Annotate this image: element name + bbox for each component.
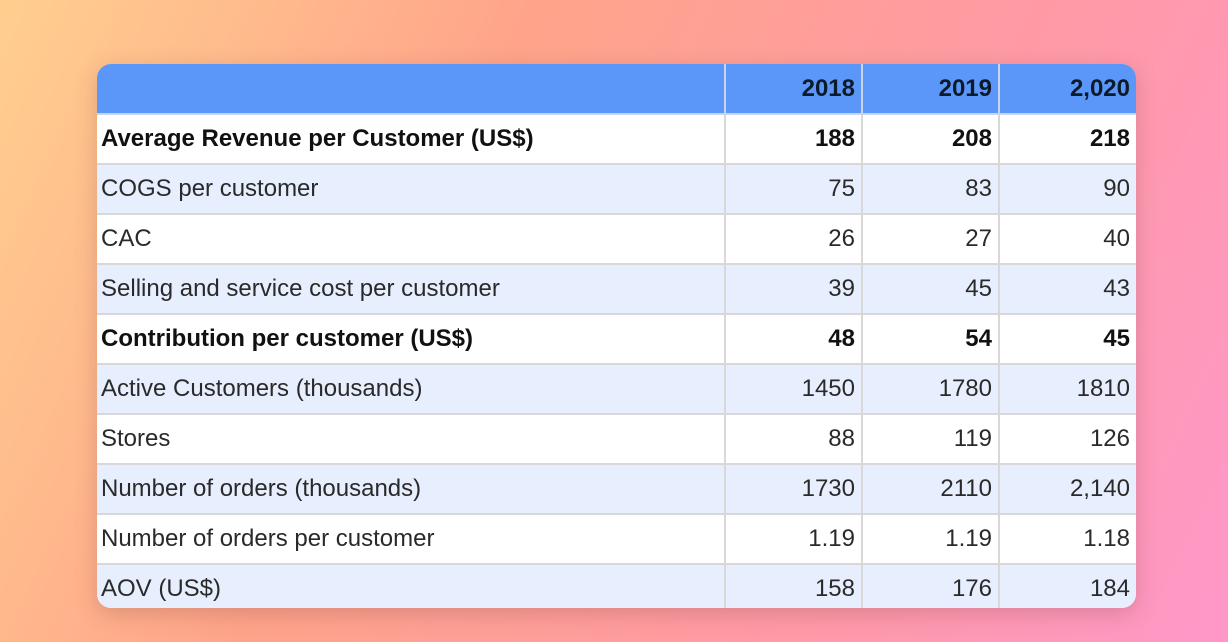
header-cell-2019: 2019 — [862, 64, 1000, 115]
cell-value: 88 — [725, 414, 863, 465]
header-cell-2020: 2,020 — [999, 64, 1136, 115]
cell-value: 158 — [725, 564, 863, 608]
row-label: CAC — [97, 214, 726, 265]
table-row: Contribution per customer (US$) 48 54 45 — [97, 314, 1136, 365]
table-row: COGS per customer 75 83 90 — [97, 164, 1136, 215]
cell-value: 90 — [999, 164, 1136, 215]
row-label: COGS per customer — [97, 164, 726, 215]
row-label: Selling and service cost per customer — [97, 264, 726, 315]
cell-value: 2110 — [862, 464, 1000, 515]
row-label: Contribution per customer (US$) — [97, 314, 726, 365]
cell-value: 188 — [725, 114, 863, 165]
cell-value: 119 — [862, 414, 1000, 465]
table-row: Selling and service cost per customer 39… — [97, 264, 1136, 315]
row-label: Active Customers (thousands) — [97, 364, 726, 415]
cell-value: 1810 — [999, 364, 1136, 415]
header-cell-2018: 2018 — [725, 64, 863, 115]
table-row: Active Customers (thousands) 1450 1780 1… — [97, 364, 1136, 415]
cell-value: 218 — [999, 114, 1136, 165]
cell-value: 1.19 — [725, 514, 863, 565]
cell-value: 208 — [862, 114, 1000, 165]
row-label: Stores — [97, 414, 726, 465]
table-row: Number of orders per customer 1.19 1.19 … — [97, 514, 1136, 565]
cell-value: 1780 — [862, 364, 1000, 415]
cell-value: 75 — [725, 164, 863, 215]
table-row: CAC 26 27 40 — [97, 214, 1136, 265]
cell-value: 1450 — [725, 364, 863, 415]
table-row: Average Revenue per Customer (US$) 188 2… — [97, 114, 1136, 165]
row-label: Average Revenue per Customer (US$) — [97, 114, 726, 165]
cell-value: 43 — [999, 264, 1136, 315]
cell-value: 1730 — [725, 464, 863, 515]
cell-value: 184 — [999, 564, 1136, 608]
table-row: Number of orders (thousands) 1730 2110 2… — [97, 464, 1136, 515]
cell-value: 48 — [725, 314, 863, 365]
cell-value: 40 — [999, 214, 1136, 265]
cell-value: 83 — [862, 164, 1000, 215]
cell-value: 45 — [999, 314, 1136, 365]
data-table-card: 2018 2019 2,020 Average Revenue per Cust… — [97, 64, 1136, 608]
cell-value: 176 — [862, 564, 1000, 608]
table-row: AOV (US$) 158 176 184 — [97, 564, 1136, 608]
row-label: Number of orders (thousands) — [97, 464, 726, 515]
cell-value: 26 — [725, 214, 863, 265]
header-cell-label — [97, 64, 726, 115]
table-header-row: 2018 2019 2,020 — [97, 64, 1136, 115]
cell-value: 54 — [862, 314, 1000, 365]
row-label: AOV (US$) — [97, 564, 726, 608]
cell-value: 126 — [999, 414, 1136, 465]
row-label: Number of orders per customer — [97, 514, 726, 565]
cell-value: 27 — [862, 214, 1000, 265]
cell-value: 1.19 — [862, 514, 1000, 565]
table-row: Stores 88 119 126 — [97, 414, 1136, 465]
cell-value: 39 — [725, 264, 863, 315]
cell-value: 45 — [862, 264, 1000, 315]
cell-value: 2,140 — [999, 464, 1136, 515]
metrics-table: 2018 2019 2,020 Average Revenue per Cust… — [97, 64, 1136, 608]
cell-value: 1.18 — [999, 514, 1136, 565]
